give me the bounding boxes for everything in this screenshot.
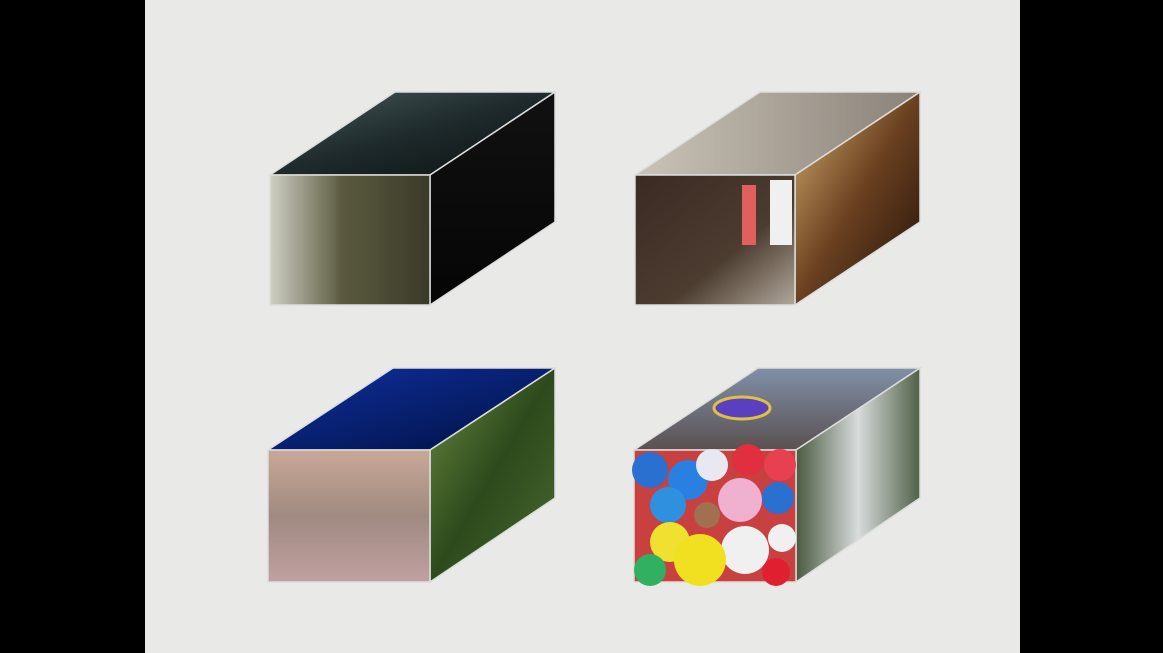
cube-front (269, 174, 431, 306)
decor (712, 395, 772, 421)
balloons (632, 444, 796, 586)
cube (631, 366, 923, 586)
cube (632, 90, 923, 307)
cube-front (267, 449, 431, 583)
cube (267, 90, 558, 307)
cube (265, 366, 558, 584)
window (770, 180, 792, 245)
window (742, 185, 756, 245)
